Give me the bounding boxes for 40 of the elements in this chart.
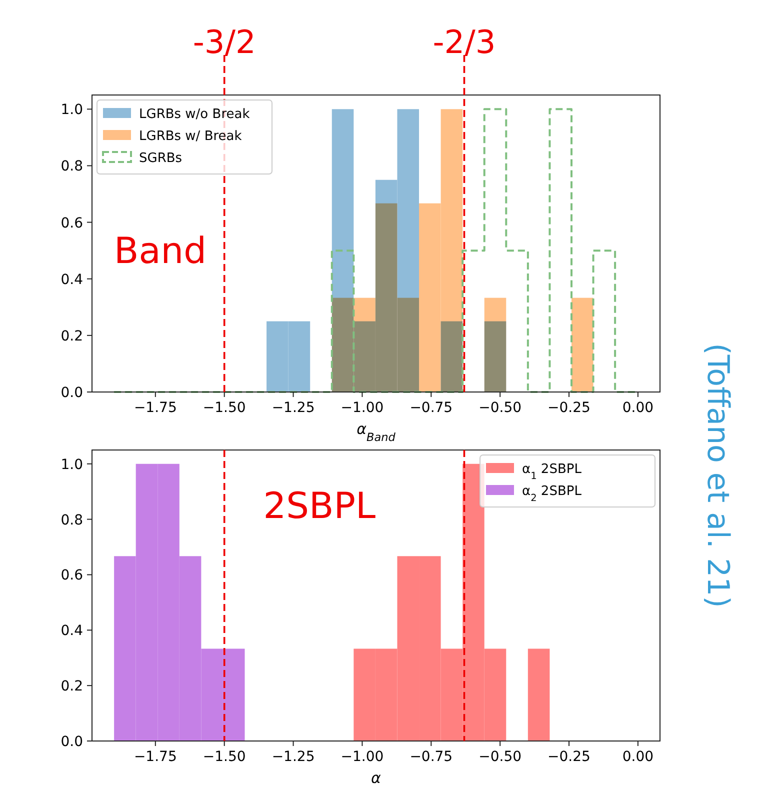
y-tick-label: 1.0: [60, 456, 83, 473]
y-tick-label: 0.6: [60, 568, 84, 584]
annotation: Band: [114, 231, 206, 272]
x-tick-label: −1.50: [202, 400, 246, 416]
x-tick-label: −0.50: [478, 400, 522, 416]
legend-label: α$_{2}$ 2SBPL: [522, 484, 582, 504]
legend-label: LGRBs w/o Break: [139, 107, 250, 122]
text: (Toffano et al. 21): [700, 343, 735, 608]
y-tick-label: 0.2: [60, 678, 83, 695]
x-axis-title: α$_{Band}$: [356, 420, 396, 444]
y-tick-label: 0.2: [60, 328, 83, 344]
x-tick-label: −1.75: [134, 400, 177, 416]
y-tick-label: 0.8: [60, 512, 83, 528]
x-tick-label: −0.50: [478, 749, 522, 765]
y-tick-label: 0.0: [60, 734, 83, 750]
legend-label: α$_{1}$ 2SBPL: [522, 462, 582, 482]
x-tick-label: −1.50: [202, 749, 246, 765]
x-tick-label: −0.75: [410, 400, 453, 416]
x-tick-label: −1.25: [272, 749, 315, 765]
y-tick-label: 0.4: [60, 623, 84, 640]
x-tick-label: −1.25: [272, 400, 315, 416]
y-tick-label: 0.0: [60, 385, 83, 401]
legend-label: SGRBs: [139, 151, 182, 166]
legend-label: LGRBs w/ Break: [139, 129, 242, 144]
x-tick-label: 0.00: [622, 749, 654, 765]
y-tick-label: 1.0: [60, 102, 83, 118]
text: -3/2: [192, 23, 256, 61]
x-tick-label: −1.00: [340, 749, 384, 765]
y-tick-label: 0.4: [60, 272, 84, 288]
y-tick-label: 0.6: [60, 215, 84, 232]
y-tick-label: 0.8: [60, 158, 83, 175]
x-tick-label: −0.25: [548, 400, 590, 416]
x-axis-title: α: [371, 769, 382, 787]
annotation: 2SBPL: [263, 486, 376, 527]
text: -2/3: [432, 23, 496, 61]
x-tick-label: 0.00: [622, 400, 654, 416]
x-tick-label: −0.75: [410, 749, 453, 765]
x-tick-label: −1.00: [340, 400, 384, 416]
x-tick-label: −0.25: [548, 749, 590, 765]
x-tick-label: −1.75: [134, 749, 177, 765]
